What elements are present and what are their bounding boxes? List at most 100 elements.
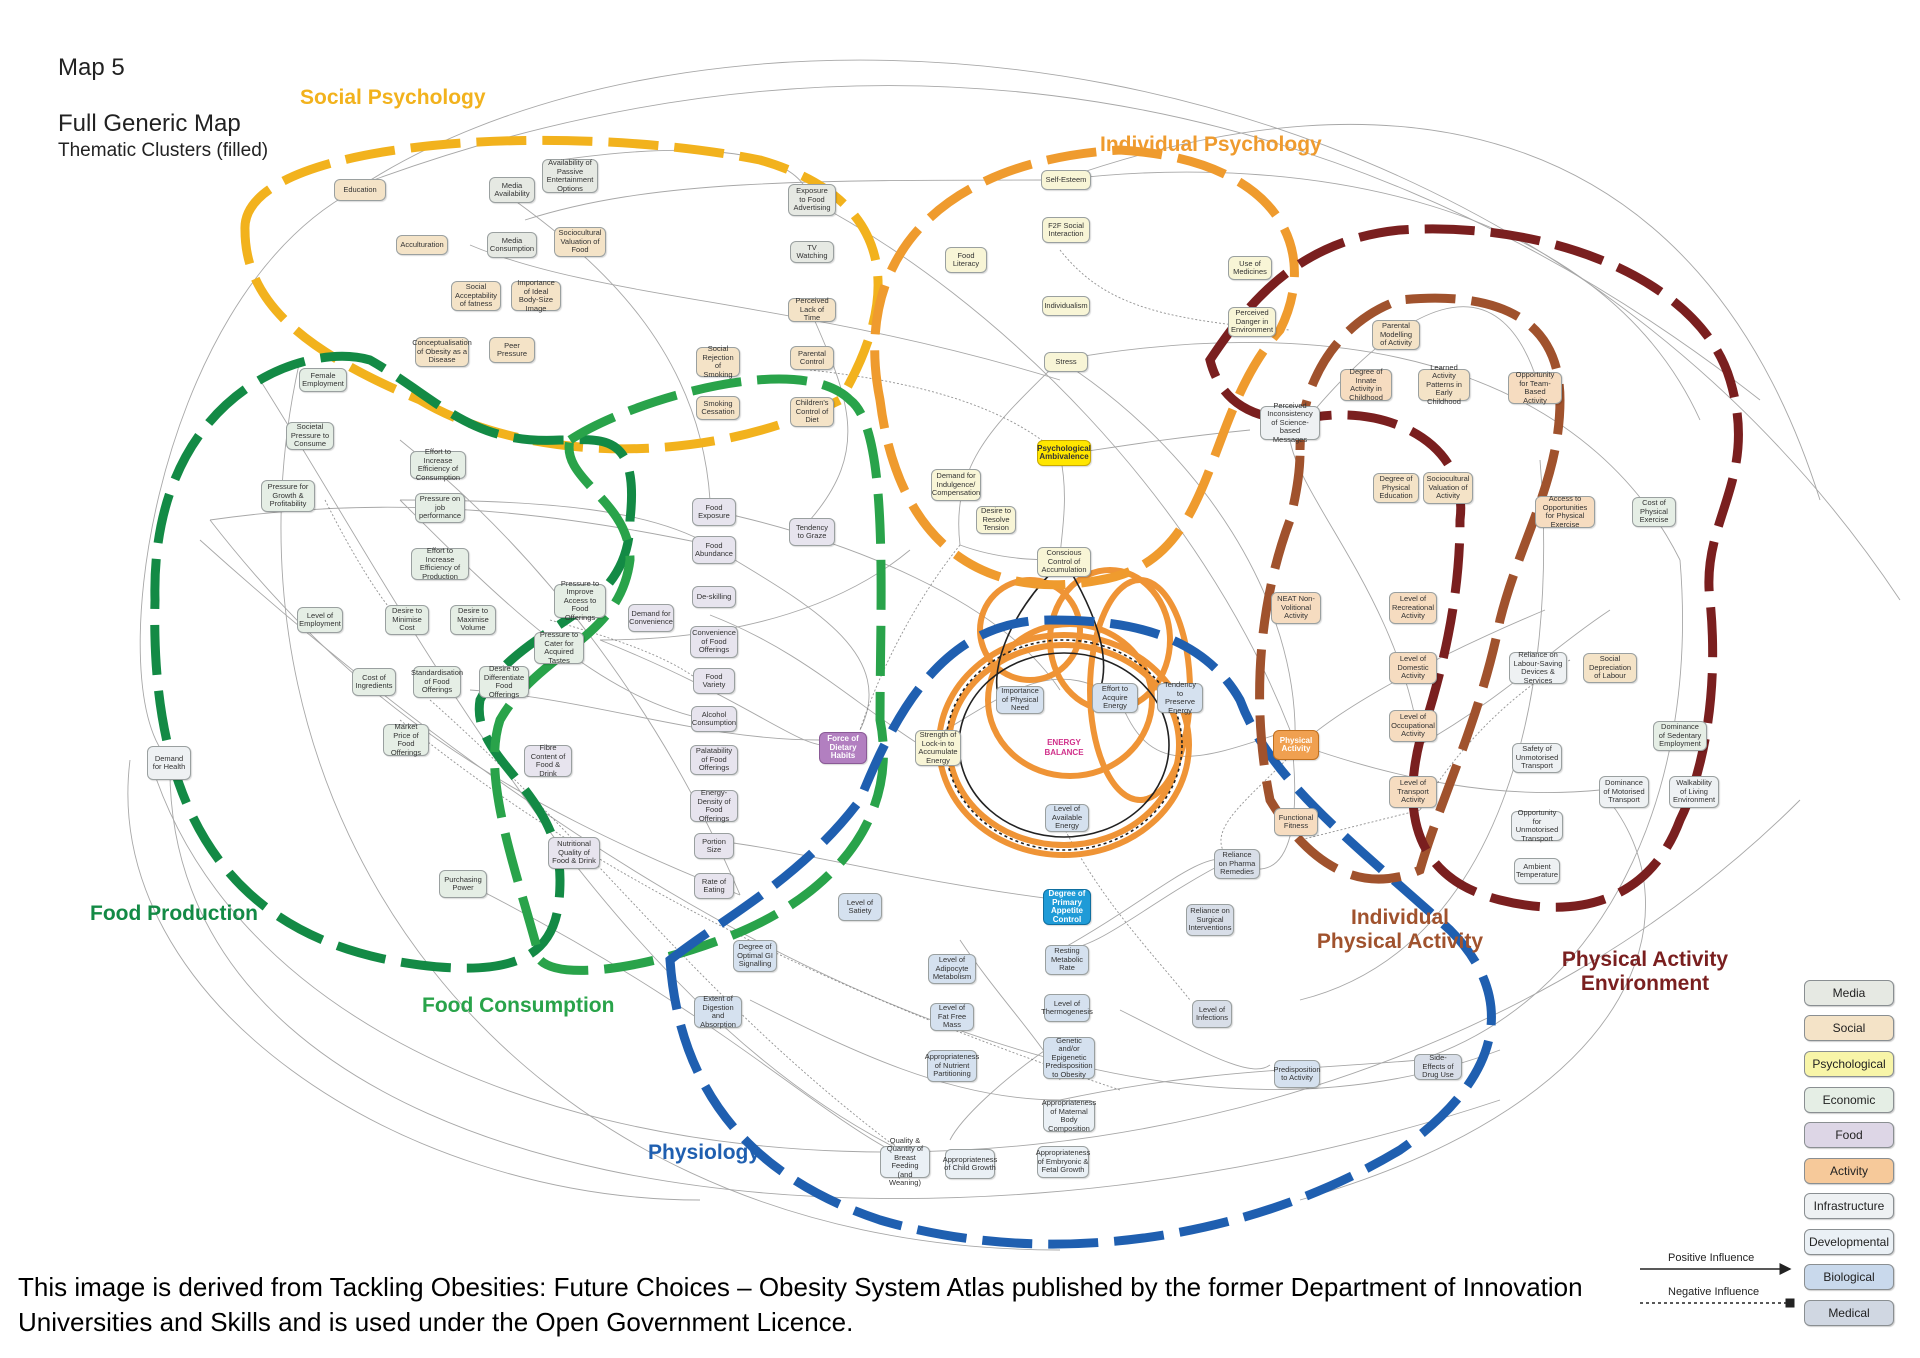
node-education: Education <box>334 179 386 201</box>
node-purchasing-power: Purchasing Power <box>439 870 487 898</box>
node-adipocyte-metabolism: Level of Adipocyte Metabolism <box>928 954 976 984</box>
node-tendency-graze: Tendency to Graze <box>789 518 835 546</box>
node-strength-lock-in: Strength of Lock-in to Accumulate Energy <box>915 730 961 766</box>
node-food-abundance: Food Abundance <box>692 536 736 564</box>
cluster-label-individual-psychology: Individual Psychology <box>1100 133 1322 156</box>
node-effort-efficiency-production: Effort to Increase Efficiency of Product… <box>411 546 469 580</box>
node-portion-size: Portion Size <box>694 833 734 859</box>
node-f2f-social-interaction: F2F Social Interaction <box>1042 217 1090 243</box>
node-media-availability: Media Availability <box>489 177 535 203</box>
node-tendency-preserve-energy: Tendency to Preserve Energy <box>1157 680 1203 714</box>
node-fibre-content: Fibre Content of Food & Drink <box>524 743 572 777</box>
node-acculturation: Acculturation <box>396 235 448 255</box>
node-embryonic-fetal-growth: Appropriateness of Embryonic & Fetal Gro… <box>1036 1146 1090 1178</box>
node-desire-maximise-volume: Desire to Maximise Volume <box>450 605 496 635</box>
node-desire-differentiate-food: Desire to Differentiate Food Offerings <box>479 664 529 698</box>
legend-label: Social <box>1832 1021 1866 1035</box>
node-media-consumption: Media Consumption <box>487 232 537 258</box>
negative-influence-label: Negative Influence <box>1668 1286 1760 1298</box>
boundary-individual-physical-activity <box>1255 293 1565 884</box>
node-sociocultural-valuation-food: Sociocultural Valuation of Food <box>554 227 606 257</box>
node-individualism: Individualism <box>1042 296 1090 316</box>
boundary-individual-psychology <box>870 145 1299 590</box>
legend-label: Media <box>1832 986 1866 1000</box>
node-energy-density: Energy-Density of Food Offerings <box>690 788 738 822</box>
node-smoking-cessation: Smoking Cessation <box>696 396 740 420</box>
legend-medical: Medical <box>1804 1300 1894 1326</box>
node-exposure-food-advertising: Exposure to Food Advertising <box>788 184 836 216</box>
node-parental-control: Parental Control <box>790 346 834 370</box>
node-standardisation-food-offerings: Standardisation of Food Offerings <box>411 666 463 698</box>
node-reliance-pharma: Reliance on Pharma Remedies <box>1214 849 1260 879</box>
node-nutrient-partitioning: Appropriateness of Nutrient Partitioning <box>925 1050 979 1082</box>
node-tv-watching: TV Watching <box>790 241 834 263</box>
node-effort-efficiency-consumption: Effort to Increase Efficiency of Consump… <box>410 447 466 481</box>
node-pressure-improve-access: Pressure to Improve Access to Food Offer… <box>554 579 606 622</box>
node-resting-metabolic-rate: Resting Metabolic Rate <box>1045 945 1089 975</box>
node-degree-innate-activity: Degree of Innate Activity in Childhood <box>1340 367 1392 401</box>
legend-social: Social <box>1804 1015 1894 1041</box>
node-sociocultural-valuation-activity: Sociocultural Valuation of Activity <box>1423 472 1473 504</box>
node-convenience-food-offerings: Convenience of Food Offerings <box>690 626 738 658</box>
cluster-label-food-consumption: Food Consumption <box>422 994 615 1017</box>
node-cost-ingredients: Cost of Ingredients <box>352 668 396 696</box>
node-fat-free-mass: Level of Fat Free Mass <box>930 1003 974 1031</box>
node-food-variety: Food Variety <box>693 668 735 694</box>
node-palatability-food: Palatability of Food Offerings <box>690 745 738 775</box>
boundary-food-consumption <box>490 374 888 975</box>
node-side-effects-drug: Side-Effects of Drug Use <box>1414 1054 1462 1080</box>
legend-developmental: Developmental <box>1804 1229 1894 1255</box>
node-genetic-predisposition: Genetic and/or Epigenetic Predisposition… <box>1043 1036 1095 1079</box>
node-rate-eating: Rate of Eating <box>694 873 734 899</box>
node-childrens-control-diet: Children's Control of Diet <box>790 397 834 427</box>
node-desire-resolve-tension: Desire to Resolve Tension <box>976 506 1016 534</box>
boundary-physical-activity-environment <box>1205 224 1743 912</box>
legend-label: Medical <box>1828 1306 1870 1320</box>
node-dominance-sedentary-employment: Dominance of Sedentary Employment <box>1653 721 1707 751</box>
legend-psychological: Psychological <box>1804 1051 1894 1077</box>
node-maternal-body-composition: Appropriateness of Maternal Body Composi… <box>1041 1098 1097 1133</box>
node-perceived-lack-time: Perceived Lack of Time <box>788 297 836 322</box>
node-learned-activity-patterns: Learned Activity Patterns in Early Child… <box>1418 363 1470 406</box>
node-level-thermogenesis: Level of Thermogenesis <box>1041 994 1093 1022</box>
node-conscious-control-accumulation: Conscious Control of Accumulation <box>1037 547 1091 577</box>
node-self-esteem: Self-Esteem <box>1041 170 1091 190</box>
node-walkability: Walkability of Living Environment <box>1669 776 1719 808</box>
node-degree-physical-education: Degree of Physical Education <box>1373 473 1419 503</box>
node-psychological-ambivalence: Psychological Ambivalence <box>1037 440 1091 466</box>
node-domestic-activity: Level of Domestic Activity <box>1389 652 1437 684</box>
legend-biological: Biological <box>1804 1264 1894 1290</box>
node-reliance-labour-saving: Reliance on Labour-Saving Devices & Serv… <box>1509 650 1567 684</box>
node-breast-feeding: Quality & Quantity of Breast Feeding (an… <box>880 1136 930 1187</box>
boundary-social-psychology <box>240 135 883 454</box>
cluster-label-individual-physical-activity: Individual Physical Activity <box>1316 906 1484 953</box>
node-alcohol-consumption: Alcohol Consumption <box>691 706 737 732</box>
node-market-price-food: Market Price of Food Offerings <box>383 722 429 756</box>
map-title: Full Generic Map <box>58 110 241 137</box>
node-pressure-growth-profitability: Pressure for Growth & Profitability <box>261 480 315 512</box>
map-number: Map 5 <box>58 54 125 81</box>
node-demand-health: Demand for Health <box>147 746 191 780</box>
node-perceived-danger-environment: Perceived Danger in Environment <box>1228 307 1276 337</box>
legend-label: Developmental <box>1808 1235 1890 1249</box>
boundary-physiology <box>665 615 1496 1249</box>
node-social-acceptability-fatness: Social Acceptability of fatness <box>451 281 501 311</box>
node-nutritional-quality: Nutritional Quality of Food & Drink <box>548 837 600 869</box>
positive-influence-label: Positive Influence <box>1668 1252 1755 1264</box>
node-social-depreciation-labour: Social Depreciation of Labour <box>1583 653 1637 683</box>
legend-label: Activity <box>1829 1164 1868 1178</box>
node-desire-minimise-cost: Desire to Minimise Cost <box>385 605 429 635</box>
node-availability-passive-entertainment: Availability of Passive Entertainment Op… <box>542 158 598 193</box>
cluster-label-physiology: Physiology <box>648 1141 761 1164</box>
node-stress: Stress <box>1044 352 1088 372</box>
legend-food: Food <box>1804 1122 1894 1148</box>
node-child-growth: Appropriateness of Child Growth <box>943 1149 997 1179</box>
legend-economic: Economic <box>1804 1087 1894 1113</box>
node-pressure-job-performance: Pressure on job performance <box>415 493 465 523</box>
legend-media: Media <box>1804 980 1894 1006</box>
node-access-physical-exercise: Access to Opportunities for Physical Exe… <box>1535 494 1595 528</box>
legend-label: Psychological <box>1812 1057 1886 1071</box>
node-female-employment: Female Employment <box>299 368 347 392</box>
influence-legend-lines <box>1640 1263 1795 1308</box>
legend-label: Food <box>1835 1128 1863 1142</box>
